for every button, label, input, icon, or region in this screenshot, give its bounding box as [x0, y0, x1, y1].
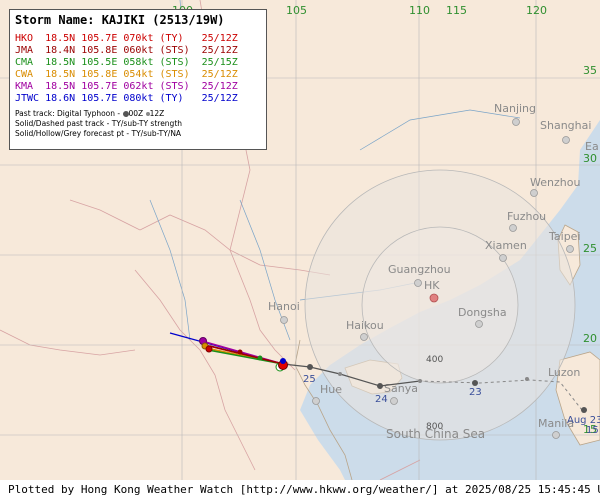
past-track-label: Past track: Digital Typhoon - [15, 109, 121, 118]
city-label: Haikou [346, 319, 384, 332]
agency-row-hko: HKO 18.5N 105.7E 070kt (TY) 25/12Z [15, 33, 238, 44]
luzon-island [555, 351, 600, 446]
legend-box: Storm Name: KAJIKI (2513/19W) HKO 18.5N … [9, 9, 267, 150]
footer-credit: Plotted by Hong Kong Weather Watch [http… [0, 480, 600, 500]
dot-00z-icon [122, 111, 129, 117]
past-track-note: Past track: Digital Typhoon - 00Z 12Z [15, 109, 261, 119]
agency-row-cwa: CWA 18.5N 105.8E 054kt (STS) 25/12Z [15, 69, 238, 80]
city-label: Taipei [548, 230, 581, 243]
track-day-label: 25 [303, 374, 316, 385]
lat-label: 25 [583, 242, 597, 255]
forecast-tracks [169, 332, 284, 365]
lat-label: 15 [583, 423, 597, 436]
ring-label-800: 800 [426, 422, 443, 432]
agency-row-jtwc: JTWC 18.6N 105.7E 080kt (TY) 25/12Z [15, 93, 238, 104]
lat-label: 20 [583, 332, 597, 345]
forecast-pt-note: Solid/Hollow/Grey forecast pt - TY/sub-T… [15, 129, 182, 138]
city-label: Hanoi [268, 300, 300, 313]
city-label: Dongsha [458, 306, 507, 319]
sea-label: South China Sea [386, 427, 485, 441]
city-label: Guangzhou [388, 263, 451, 276]
city-label: HK [424, 279, 440, 292]
range-ring-400 [361, 226, 519, 384]
solid-dashed-note: Solid/Dashed past track - TY/sub-TY stre… [15, 119, 183, 128]
east-label: Ea [585, 140, 599, 153]
hk-marker [429, 293, 439, 303]
city-label: Nanjing [494, 102, 536, 115]
city-markers [280, 118, 574, 439]
track-day-label: 23 [469, 387, 482, 398]
lon-label: 105 [286, 4, 307, 17]
lon-label: 115 [446, 4, 467, 17]
lon-label: 120 [526, 4, 547, 17]
past-00z-label: 00Z [128, 109, 144, 118]
city-label: Sanya [384, 382, 418, 395]
city-label: Fuzhou [507, 210, 546, 223]
track-day-label: Aug 23 [567, 415, 600, 426]
agency-row-jma: JMA 18.4N 105.8E 060kt (STS) 25/12Z [15, 45, 238, 56]
agency-rows: HKO 18.5N 105.7E 070kt (TY) 25/12Z JMA 18… [15, 33, 261, 105]
city-label: Xiamen [485, 239, 527, 252]
city-label: Shanghai [540, 119, 591, 132]
city-label: Wenzhou [530, 176, 580, 189]
agency-row-kma: KMA 18.5N 105.7E 062kt (STS) 25/12Z [15, 81, 238, 92]
past-track [282, 363, 587, 413]
storm-title: Storm Name: KAJIKI (2513/19W) [15, 13, 225, 27]
past-12z-label: 12Z [149, 109, 165, 118]
city-label: Luzon [548, 366, 580, 379]
lon-label: 110 [409, 4, 430, 17]
agency-row-cma: CMA 18.5N 105.5E 058kt (STS) 25/15Z [15, 57, 238, 68]
city-label: Hue [320, 383, 342, 396]
track-day-label: 24 [375, 394, 388, 405]
ring-label-400: 400 [426, 355, 443, 365]
city-label: Manila [538, 417, 574, 430]
jtwc-position-marker [280, 358, 286, 364]
legend-notes: Past track: Digital Typhoon - 00Z 12Z So… [15, 109, 261, 139]
lat-label: 35 [583, 64, 597, 77]
dot-12z-icon [145, 112, 150, 116]
track-day-label: 15 [586, 425, 599, 436]
lat-label: 30 [583, 152, 597, 165]
